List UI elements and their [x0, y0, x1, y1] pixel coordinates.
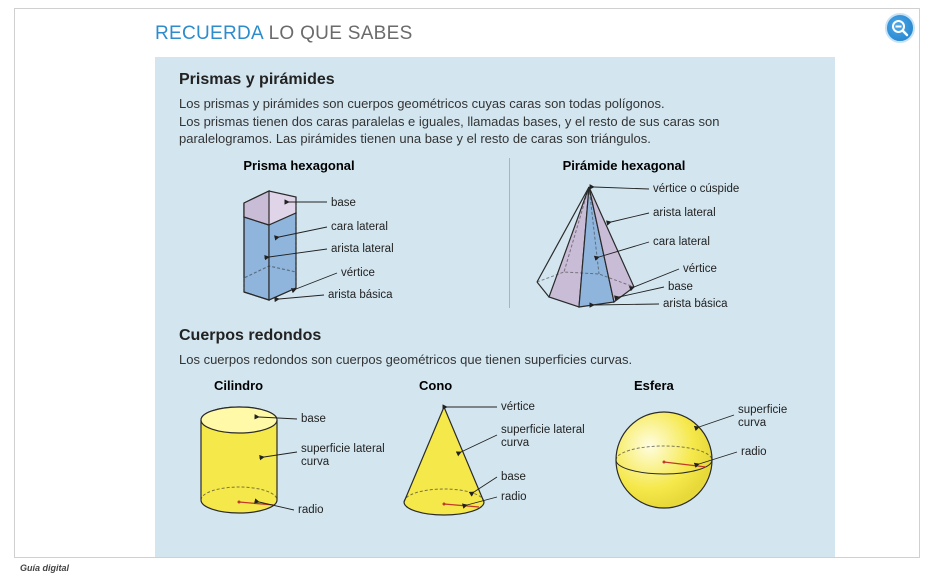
page-title: RECUERDA LO QUE SABES — [15, 9, 919, 45]
cyl-label-radio: radio — [298, 504, 324, 516]
prism-block: Prisma hexagonal — [179, 158, 499, 323]
section1-text: Los prismas y pirámides son cuerpos geom… — [179, 95, 811, 148]
sphere-title: Esfera — [609, 378, 829, 393]
pyr-label-vertice: vértice — [683, 263, 717, 275]
sph-label-radio: radio — [741, 446, 767, 458]
cylinder-block: Cilindro base — [179, 378, 389, 528]
zoom-out-icon — [891, 19, 909, 37]
prism-title: Prisma hexagonal — [179, 158, 499, 173]
page-card: RECUERDA LO QUE SABES Prismas y pirámide… — [14, 8, 920, 558]
cone-title: Cono — [389, 378, 609, 393]
sphere-block: Esfera — [609, 378, 829, 528]
title-strong: RECUERDA — [155, 23, 263, 44]
cylinder-diagram: base superficie lateralcurva radio — [179, 397, 389, 527]
pyr-label-arista-bas: arista básica — [663, 298, 728, 310]
cone-label-base: base — [501, 471, 526, 483]
section2-title: Cuerpos redondos — [179, 327, 811, 345]
sph-label-sup: superficiecurva — [738, 404, 787, 429]
cone-label-sup: superficie lateralcurva — [501, 424, 585, 449]
pyramid-diagram: vértice o cúspide arista lateral cara la… — [499, 177, 819, 327]
pyramid-title: Pirámide hexagonal — [499, 158, 819, 173]
prism-label-cara: cara lateral — [331, 221, 388, 233]
pyr-label-arista-lat: arista lateral — [653, 207, 716, 219]
cyl-label-sup1: superficie lateralcurva — [301, 443, 385, 468]
prism-label-base: base — [331, 197, 356, 209]
pyr-label-cara: cara lateral — [653, 236, 710, 248]
title-rest: LO QUE SABES — [263, 23, 413, 44]
section2-text: Los cuerpos redondos son cuerpos geométr… — [179, 351, 811, 369]
pyramid-block: Pirámide hexagonal — [499, 158, 819, 323]
cone-label-vertice: vértice — [501, 401, 535, 413]
prism-label-arista-bas: arista básica — [328, 289, 393, 301]
cyl-label-base: base — [301, 413, 326, 425]
prism-label-arista-lat: arista lateral — [331, 243, 394, 255]
zoom-out-button[interactable] — [885, 13, 915, 43]
prism-diagram: base cara lateral arista lateral vértice… — [179, 177, 499, 327]
sphere-diagram: superficiecurva radio — [609, 397, 829, 527]
pyr-label-base: base — [668, 281, 693, 293]
prism-label-vertice: vértice — [341, 267, 375, 279]
footer-text: Guía digital — [0, 563, 935, 571]
pyr-label-cuspide: vértice o cúspide — [653, 183, 739, 195]
cone-label-radio: radio — [501, 491, 527, 503]
cone-diagram: vértice superficie lateralcurva base rad… — [389, 397, 609, 527]
cone-block: Cono vértice superficie lateralcurva — [389, 378, 609, 528]
content-panel: Prismas y pirámides Los prismas y pirámi… — [155, 57, 835, 557]
cylinder-title: Cilindro — [179, 378, 389, 393]
section1-title: Prismas y pirámides — [179, 71, 811, 89]
